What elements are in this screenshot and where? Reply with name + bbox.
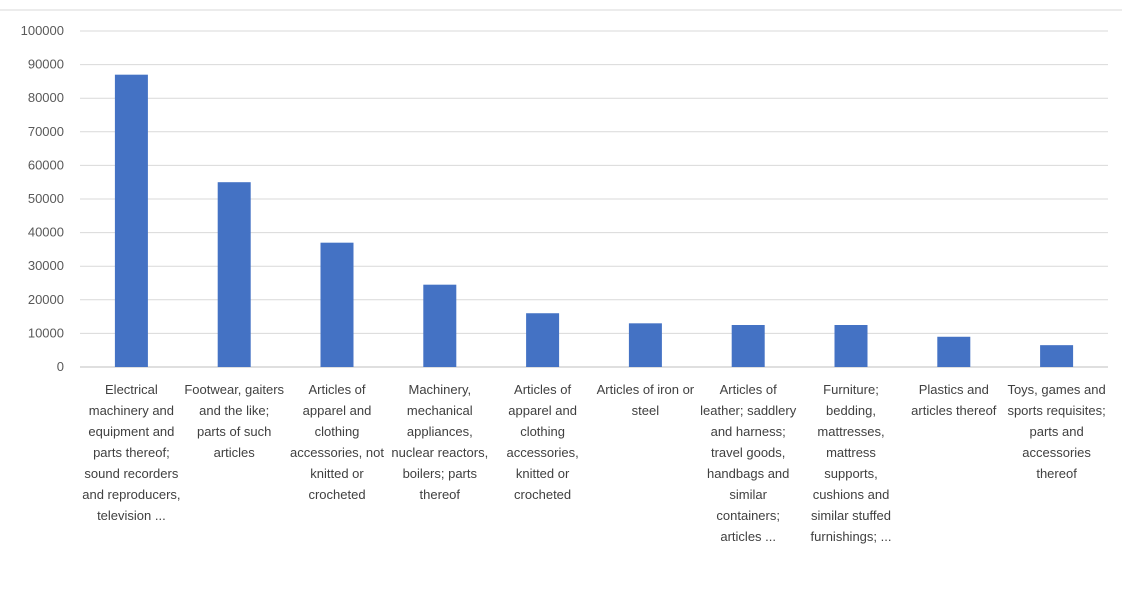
y-tick-label: 40000 xyxy=(28,225,64,240)
bar xyxy=(526,313,560,367)
bar xyxy=(423,284,457,367)
x-category-label: Plastics and articles thereof xyxy=(911,382,997,418)
x-category-label: Articles of apparel and clothing accesso… xyxy=(290,382,384,502)
y-tick-label: 50000 xyxy=(28,191,64,206)
y-tick-label: 70000 xyxy=(28,124,64,139)
y-tick-label: 100000 xyxy=(21,23,64,38)
bar xyxy=(834,325,868,367)
x-category-label: Articles of leather; saddlery and harnes… xyxy=(700,382,797,544)
x-category-label: Machinery, mechanical appliances, nuclea… xyxy=(391,382,489,502)
y-tick-label: 90000 xyxy=(28,57,64,72)
x-category-label: Articles of iron or steel xyxy=(596,382,695,418)
bar xyxy=(217,182,251,367)
y-tick-label: 0 xyxy=(57,359,64,374)
bar xyxy=(1040,345,1074,367)
y-tick-label: 60000 xyxy=(28,157,64,172)
y-axis: 0 10000 20000 30000 40000 50000 60000 70000 8000… xyxy=(21,23,64,374)
bar xyxy=(114,74,148,368)
x-category-label: Articles of apparel and clothing accesso… xyxy=(506,382,579,502)
bar xyxy=(320,242,354,367)
y-tick-label: 80000 xyxy=(28,90,64,105)
x-category-label: Toys, games and sports requisites; parts… xyxy=(1007,382,1106,481)
x-category-label: Electrical machinery and equipment and p… xyxy=(82,382,181,523)
bars xyxy=(114,74,1074,368)
bar xyxy=(731,325,765,367)
gridlines xyxy=(80,30,1108,368)
y-tick-label: 30000 xyxy=(28,258,64,273)
x-category-label: Footwear, gaiters and the like; parts of… xyxy=(184,382,285,460)
y-tick-label: 10000 xyxy=(28,325,64,340)
y-tick-label: 20000 xyxy=(28,292,64,307)
x-category-label: Furniture; bedding, mattresses, mattress… xyxy=(810,382,892,544)
bar xyxy=(937,336,971,367)
bar xyxy=(628,323,662,367)
